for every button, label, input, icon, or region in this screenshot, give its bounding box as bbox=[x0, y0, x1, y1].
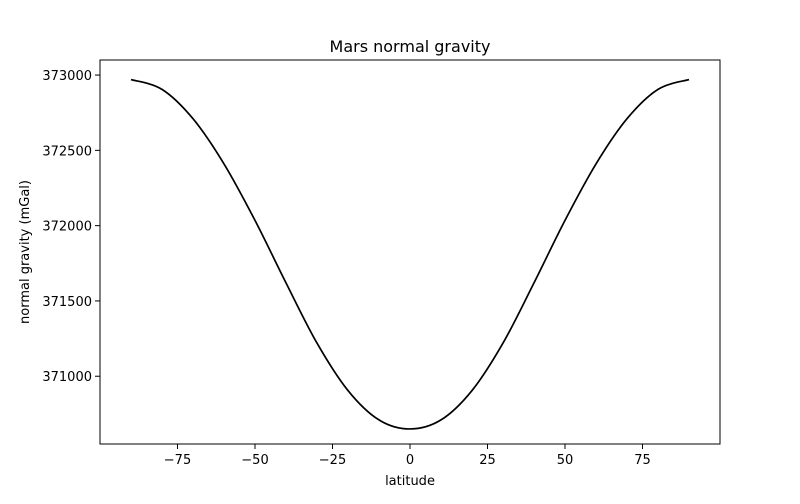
x-tick-label: −25 bbox=[319, 453, 346, 468]
chart-title: Mars normal gravity bbox=[330, 37, 491, 56]
x-axis: −75 −50 −25 0 25 50 75 bbox=[164, 444, 651, 468]
x-tick-label: −75 bbox=[164, 453, 191, 468]
y-tick-label: 372500 bbox=[42, 144, 92, 159]
x-axis-label: latitude bbox=[385, 474, 435, 489]
y-axis-label: normal gravity (mGal) bbox=[18, 180, 33, 324]
y-tick-label: 373000 bbox=[42, 69, 92, 84]
y-tick-label: 371500 bbox=[42, 295, 92, 310]
y-tick-label: 372000 bbox=[42, 220, 92, 235]
x-tick-label: 75 bbox=[634, 453, 651, 468]
x-tick-label: 0 bbox=[406, 453, 414, 468]
plot-area bbox=[99, 59, 721, 445]
y-axis: 371000 371500 372000 372500 373000 bbox=[42, 69, 100, 385]
series-line-0 bbox=[130, 78, 690, 430]
series-layer bbox=[130, 78, 690, 430]
y-tick-label: 371000 bbox=[42, 370, 92, 385]
x-tick-label: −50 bbox=[241, 453, 268, 468]
x-tick-label: 50 bbox=[557, 453, 574, 468]
x-tick-label: 25 bbox=[479, 453, 496, 468]
